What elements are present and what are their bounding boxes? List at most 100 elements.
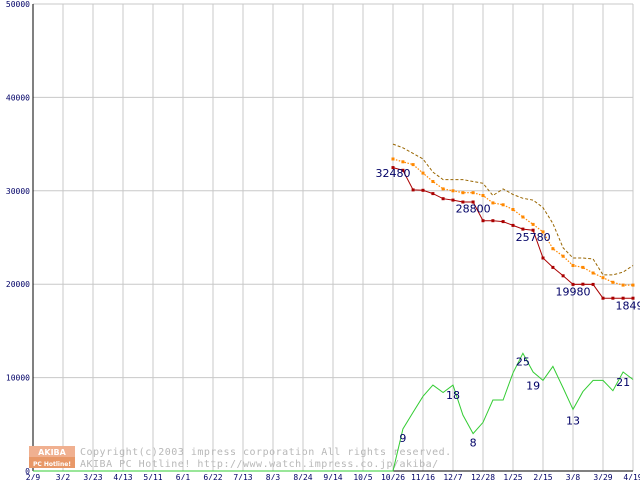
series-1-point <box>581 282 585 286</box>
x-tick-label: 3/2 <box>56 473 71 480</box>
data-label: 13 <box>566 414 580 427</box>
y-tick-label: 20000 <box>6 280 30 289</box>
series-1-point <box>611 296 615 300</box>
series-1-point <box>591 282 595 286</box>
akiba-logo: AKIBA PC Hotline! <box>29 446 75 468</box>
series-1-point <box>401 168 405 172</box>
x-tick-label: 8/24 <box>293 473 312 480</box>
series-2-point <box>611 280 615 284</box>
series-1-point <box>421 188 425 192</box>
data-label: 25 <box>516 355 530 368</box>
x-tick-label: 6/22 <box>203 473 222 480</box>
series-2-point <box>451 189 455 193</box>
data-label: 21 <box>616 376 630 389</box>
series-1-point <box>541 256 545 260</box>
series-line-4 <box>33 352 634 472</box>
series-1-point <box>431 192 435 196</box>
data-label: 19980 <box>556 285 591 298</box>
y-tick-label: 0 <box>25 467 30 476</box>
data-labels: 32480 28800 25780 19980 18499 9 18 8 25 19 13 21 <box>376 167 640 450</box>
series-2-point <box>391 157 395 161</box>
logo-bottom-text: PC Hotline! <box>33 461 71 468</box>
series-1-point <box>501 220 505 224</box>
series-2-point <box>561 254 565 258</box>
x-tick-label: 6/1 <box>176 473 191 480</box>
data-label: 25780 <box>516 231 551 244</box>
data-label: 8 <box>470 437 477 450</box>
series-2-point <box>471 191 475 195</box>
series-1-point <box>451 198 455 202</box>
chart-series <box>33 143 635 472</box>
y-tick-label: 10000 <box>6 374 30 383</box>
x-tick-label: 8/3 <box>266 473 281 480</box>
x-tick-label: 11/16 <box>411 473 435 480</box>
y-tick-label: 50000 <box>6 0 30 9</box>
x-tick-label: 4/13 <box>113 473 132 480</box>
series-2-point <box>501 203 505 207</box>
series-2-point <box>601 276 605 280</box>
series-2-point <box>461 191 465 195</box>
x-tick-label: 3/8 <box>566 473 581 480</box>
x-tick-label: 12/7 <box>443 473 462 480</box>
y-axis-tick-labels: 0 10000 20000 30000 40000 50000 <box>6 0 30 476</box>
series-2-point <box>581 265 585 269</box>
series-2-point <box>631 283 635 287</box>
series-2-point <box>551 247 555 251</box>
x-tick-label: 7/13 <box>233 473 252 480</box>
x-tick-label: 10/26 <box>381 473 405 480</box>
copyright-text: Copyright(c)2003 impress corporation All… <box>80 447 452 458</box>
series-1-point <box>531 228 535 232</box>
series-1-point <box>471 200 475 204</box>
series-1-point <box>491 219 495 223</box>
series-2-point <box>411 163 415 167</box>
series-2-point <box>421 171 425 175</box>
x-tick-label: 10/5 <box>353 473 372 480</box>
series-2-point <box>511 208 515 211</box>
series-1-point <box>571 282 575 286</box>
x-tick-label: 5/11 <box>143 473 162 480</box>
data-label: 18499 <box>616 299 640 312</box>
x-tick-label: 1/25 <box>503 473 522 480</box>
x-tick-label: 9/14 <box>323 473 342 480</box>
series-2-point <box>491 201 495 205</box>
x-tick-label: 12/28 <box>471 473 495 480</box>
logo-top-text: AKIBA <box>38 448 66 457</box>
series-1-point <box>391 166 395 170</box>
x-tick-label: 2/9 <box>26 473 41 480</box>
series-1-point <box>601 296 605 300</box>
series-2-point <box>441 187 445 191</box>
series-2-point <box>571 264 575 267</box>
series-1-point <box>551 265 555 269</box>
series-1-point <box>411 188 415 192</box>
x-tick-label: 3/29 <box>593 473 612 480</box>
series-2-point <box>521 215 525 219</box>
watermark: AKIBA PC Hotline! Copyright(c)2003 impre… <box>29 446 452 470</box>
series-2-point <box>531 222 535 226</box>
series-1-point <box>441 197 445 201</box>
data-label: 18 <box>446 389 460 402</box>
x-tick-label: 2/15 <box>533 473 552 480</box>
series-1-point <box>461 200 465 204</box>
x-tick-label: 3/23 <box>83 473 102 480</box>
y-tick-label: 30000 <box>6 187 30 196</box>
data-label: 32480 <box>376 167 411 180</box>
x-tick-label: 4/19 <box>623 473 640 480</box>
series-2-point <box>481 194 485 197</box>
series-1-point <box>621 296 625 300</box>
series-2-point <box>621 283 625 287</box>
series-2-point <box>401 160 405 164</box>
series-1-point <box>631 296 635 300</box>
series-2-point <box>591 271 595 275</box>
series-1-point <box>481 219 485 223</box>
series-1-point <box>561 274 565 278</box>
series-1-point <box>511 223 515 227</box>
series-1-point <box>521 227 525 231</box>
data-label: 28800 <box>456 202 491 215</box>
series-2-point <box>431 180 435 183</box>
y-tick-label: 40000 <box>6 93 30 102</box>
data-label: 9 <box>399 432 406 445</box>
series-line-3 <box>392 143 634 276</box>
x-axis-tick-labels: 2/9 3/2 3/23 4/13 5/11 6/1 6/22 7/13 8/3 8/24 9/14… <box>26 473 640 480</box>
series-2-point <box>541 230 545 234</box>
